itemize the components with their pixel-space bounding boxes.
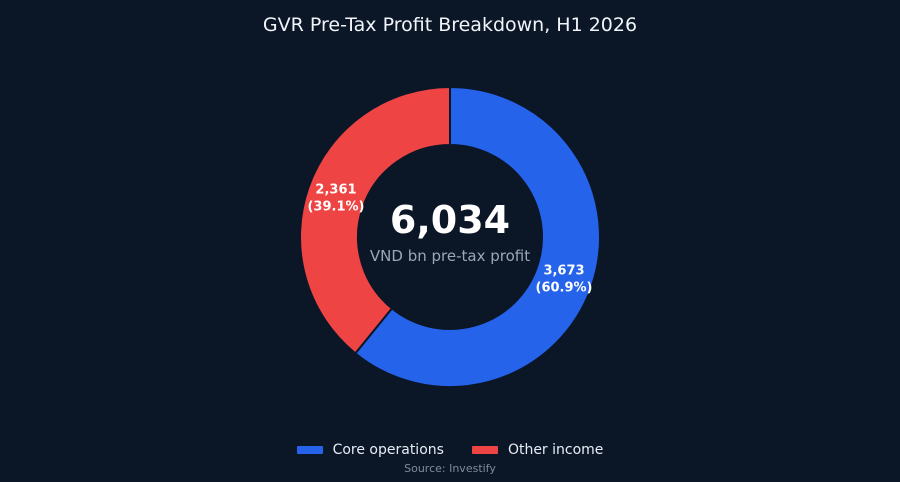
donut-slices <box>299 85 601 388</box>
donut-slice-other-income[interactable] <box>299 85 451 355</box>
legend-label: Core operations <box>332 442 444 458</box>
source-note: Source: Investify <box>404 462 496 475</box>
legend-item-other-income[interactable]: Other income <box>471 442 604 458</box>
center-caption: VND bn pre-tax profit <box>370 247 530 265</box>
slice-label-core-operations: 3,673 (60.9%) <box>536 264 593 296</box>
chart-title: GVR Pre-Tax Profit Breakdown, H1 2026 <box>262 14 638 36</box>
legend: Core operations Other income <box>0 442 900 458</box>
slice-labels: 3,673 (60.9%) 2,361 (39.1%) <box>307 182 592 295</box>
legend-swatch <box>471 446 498 454</box>
slice-label-other-income: 2,361 (39.1%) <box>307 182 364 214</box>
legend-item-core-operations[interactable]: Core operations <box>296 442 444 458</box>
donut-slice-core-operations[interactable] <box>353 85 601 388</box>
legend-swatch <box>296 446 323 454</box>
legend-label: Other income <box>507 442 604 458</box>
center-total-value: 6,034 <box>390 198 510 242</box>
